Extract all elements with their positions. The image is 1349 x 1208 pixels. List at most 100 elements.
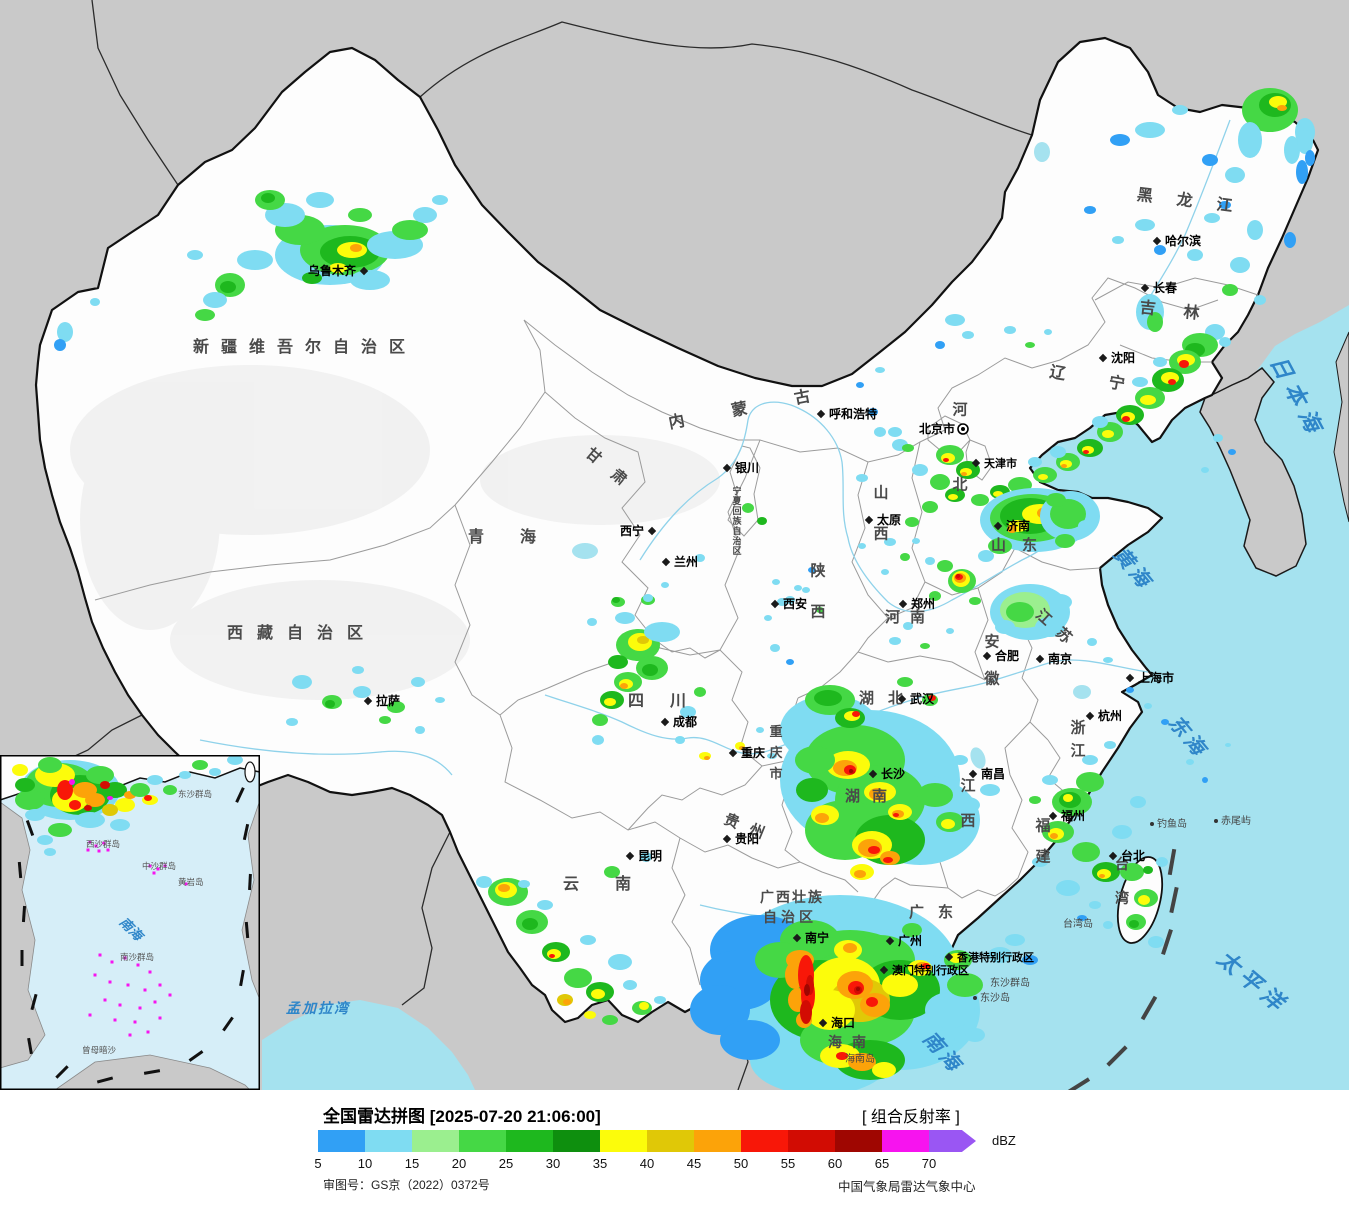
radar-echo — [107, 796, 113, 800]
legend-color-10dbz — [365, 1130, 412, 1152]
radar-echo — [720, 1020, 780, 1060]
radar-echo — [1055, 534, 1075, 548]
radar-echo — [1029, 796, 1041, 804]
radar-echo — [796, 778, 828, 802]
radar-echo — [1305, 150, 1315, 166]
radar-echo — [580, 935, 596, 945]
radar-echo — [1219, 201, 1231, 209]
city-label: 南宁 — [805, 930, 829, 945]
legend-color-65dbz — [882, 1130, 929, 1152]
radar-echo — [302, 272, 322, 284]
radar-echo — [350, 270, 390, 290]
radar-echo — [948, 494, 958, 500]
radar-echo — [411, 677, 425, 687]
radar-echo — [1072, 842, 1100, 862]
city-label: 广州 — [898, 933, 922, 948]
city-label: 太原 — [877, 512, 901, 527]
radar-echo — [920, 643, 930, 649]
inset-island-label: 南沙群岛 — [120, 952, 154, 962]
radar-echo — [147, 775, 163, 785]
island-marker — [184, 882, 188, 886]
radar-echo — [48, 823, 72, 837]
radar-echo — [563, 999, 571, 1005]
radar-echo — [1284, 136, 1300, 164]
radar-echo — [1201, 467, 1209, 473]
radar-echo — [15, 778, 35, 792]
legend-color-25dbz — [506, 1130, 553, 1152]
radar-echo — [757, 517, 767, 525]
legend-value-10: 10 — [357, 1156, 373, 1171]
radar-echo — [941, 453, 955, 463]
radar-echo — [604, 698, 616, 706]
radar-echo — [537, 900, 553, 910]
legend-value-5: 5 — [314, 1156, 322, 1171]
island-dot — [1150, 822, 1154, 826]
radar-echo — [897, 910, 913, 920]
island-marker — [163, 864, 167, 868]
radar-echo — [941, 819, 955, 829]
radar-echo — [203, 292, 227, 308]
radar-echo — [912, 464, 928, 476]
radar-echo — [57, 322, 73, 342]
legend-value-55: 55 — [780, 1156, 796, 1171]
radar-echo — [1254, 295, 1266, 305]
province-label: 西 — [960, 813, 975, 830]
radar-echo — [1222, 284, 1238, 296]
radar-echo — [889, 637, 901, 645]
radar-echo — [1219, 337, 1231, 347]
radar-echo-layer — [54, 88, 1315, 1095]
map-license-text: 审图号：GS京（2022）0372号 — [323, 1178, 490, 1192]
radar-echo — [325, 700, 335, 708]
radar-echo — [875, 367, 885, 373]
radar-echo — [592, 735, 604, 745]
radar-echo — [642, 664, 658, 676]
island-marker — [110, 960, 114, 964]
radar-echo — [1112, 825, 1132, 839]
radar-echo — [608, 655, 628, 669]
radar-echo — [413, 207, 437, 223]
radar-echo — [1148, 936, 1164, 948]
radar-echo — [905, 517, 919, 527]
province-label: 西 — [873, 526, 888, 543]
radar-echo — [856, 474, 868, 482]
radar-echo — [949, 953, 963, 963]
radar-echo — [1046, 493, 1066, 507]
radar-echo — [1061, 464, 1067, 468]
radar-echo — [25, 809, 45, 821]
province-label: 四川 — [628, 693, 712, 710]
legend-color-60dbz — [835, 1130, 882, 1152]
radar-echo — [498, 884, 510, 892]
radar-echo — [1102, 430, 1114, 438]
province-label: 青海 — [468, 527, 572, 546]
radar-echo — [286, 718, 298, 726]
legend-value-45: 45 — [686, 1156, 702, 1171]
province-label: 河南 — [885, 608, 935, 626]
radar-echo — [1277, 105, 1287, 111]
japan-coast-sliver — [1333, 331, 1349, 523]
radar-echo — [884, 538, 896, 546]
legend-panel: 全国雷达拼图 [2025-07-20 21:06:00] [ 组合反射率 ] d… — [0, 1090, 1349, 1208]
city-label: 昆明 — [638, 849, 662, 863]
radar-echo — [777, 598, 787, 606]
radar-echo — [237, 250, 273, 270]
radar-echo — [1130, 796, 1146, 808]
radar-echo — [654, 996, 666, 1004]
radar-echo — [764, 615, 772, 621]
city-marker — [968, 769, 978, 779]
radar-echo — [584, 1011, 596, 1019]
radar-echo — [925, 1030, 955, 1050]
radar-echo — [937, 560, 953, 572]
city-marker — [944, 952, 954, 962]
city-label: 成都 — [673, 714, 697, 729]
city-label: 福州 — [1060, 808, 1085, 823]
island-marker — [88, 840, 92, 844]
radar-echo — [786, 659, 794, 665]
city-label: 南京 — [1048, 651, 1072, 666]
city-label: 哈尔滨 — [1165, 233, 1201, 248]
radar-echo — [800, 1000, 812, 1024]
province-label: 台 — [1115, 856, 1129, 872]
province-label: 市 — [769, 766, 782, 781]
province-label: 建 — [1035, 848, 1051, 866]
city-marker — [770, 599, 780, 609]
province-label: 山 — [873, 485, 888, 502]
